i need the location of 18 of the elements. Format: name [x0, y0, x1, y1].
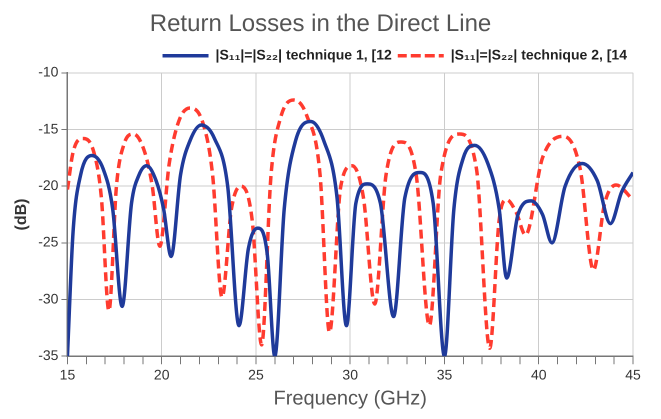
- x-tick-label: 40: [530, 366, 547, 382]
- y-tick-label: -25: [38, 234, 59, 250]
- y-tick-label: -35: [38, 347, 59, 364]
- y-tick-label: -15: [38, 120, 59, 136]
- x-tick-label: 20: [154, 366, 170, 382]
- x-tick-label: 25: [248, 366, 264, 382]
- y-axis-title: (dB): [13, 198, 30, 230]
- legend-label: |S₁₁|=|S₂₂| technique 1, [12: [216, 46, 392, 64]
- x-tick-label: 35: [436, 366, 452, 382]
- chart-title: Return Losses in the Direct Line: [150, 10, 492, 38]
- x-axis-title: Frequency (GHz): [274, 388, 427, 410]
- legend-label: |S₁₁|=|S₂₂| technique 2, [14: [450, 46, 628, 64]
- y-tick-label: -20: [38, 177, 59, 194]
- x-tick-label: 45: [625, 366, 641, 382]
- y-tick-label: -10: [38, 64, 59, 80]
- y-tick-label: -30: [38, 290, 59, 306]
- x-tick-label: 15: [60, 366, 76, 382]
- x-tick-label: 30: [342, 366, 358, 382]
